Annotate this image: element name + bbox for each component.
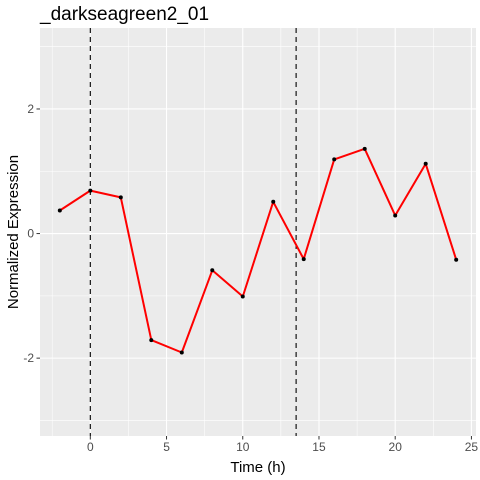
data-point [332, 157, 337, 162]
x-tick-label: 10 [236, 440, 250, 454]
x-tick-label: 15 [312, 440, 326, 454]
data-point [454, 257, 459, 262]
chart-title: _darkseagreen2_01 [39, 4, 209, 25]
series-line [59, 147, 458, 354]
data-point [88, 188, 93, 193]
x-tick-label: 0 [87, 440, 94, 454]
x-tick-label: 20 [389, 440, 403, 454]
x-tick-label: 5 [163, 440, 170, 454]
data-point [210, 268, 215, 273]
data-point [423, 161, 428, 166]
data-point [393, 213, 398, 218]
data-point [118, 195, 123, 200]
plot-panel [40, 28, 476, 436]
minor-gridlines [40, 28, 476, 436]
data-point [271, 199, 276, 204]
data-point [57, 208, 62, 213]
y-tick-label: -2 [23, 351, 34, 365]
reference-lines [89, 28, 297, 436]
x-axis-label: Time (h) [230, 459, 285, 476]
y-tick-label: 0 [27, 227, 34, 241]
data-point [362, 146, 367, 151]
x-tick-label: 25 [465, 440, 479, 454]
y-axis-label: Normalized Expression [5, 155, 22, 309]
y-tick-label: 2 [27, 102, 34, 116]
data-point [240, 294, 245, 299]
data-point [301, 257, 306, 262]
data-point [179, 350, 184, 355]
series-layer [57, 146, 459, 355]
data-point [149, 338, 154, 343]
y-axis: -2 0 2 [23, 102, 40, 365]
x-axis: 0 5 10 15 20 25 [87, 436, 478, 454]
